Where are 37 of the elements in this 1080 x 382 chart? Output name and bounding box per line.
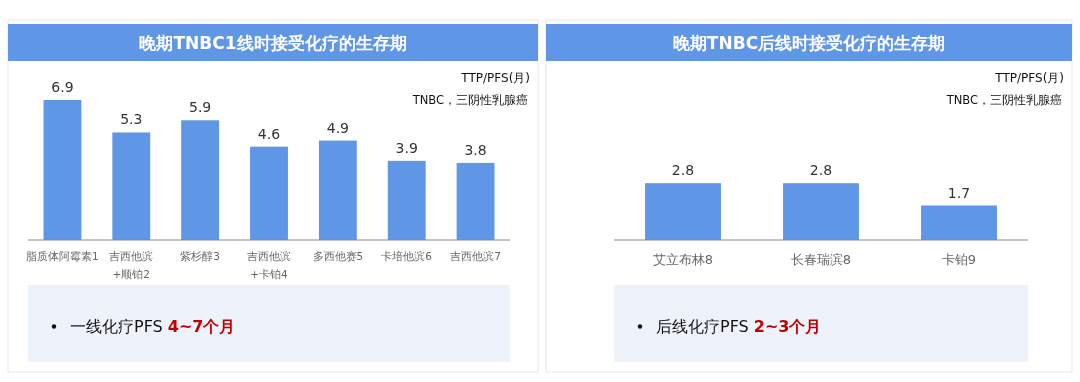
bar bbox=[456, 162, 495, 240]
data-label: 4.6 bbox=[257, 125, 281, 142]
data-label: 2.8 bbox=[809, 162, 833, 179]
text: TNBC，三阴性乳腺癌 bbox=[945, 93, 1062, 107]
data-label: 5.3 bbox=[120, 111, 143, 128]
x-tick-label: 吉西他滨+顺铂2 bbox=[109, 250, 154, 280]
x-tick-label: 艾立布林8 bbox=[652, 252, 714, 267]
data-label: 1.7 bbox=[947, 184, 971, 201]
x-tick-label: 卡培他滨6 bbox=[381, 250, 433, 262]
text: 后线化疗PFS bbox=[656, 317, 754, 336]
bar bbox=[43, 100, 82, 240]
data-label: 6.9 bbox=[51, 79, 74, 95]
bar bbox=[387, 160, 426, 240]
x-tick-label: 多西他赛5 bbox=[312, 250, 364, 262]
annotation: TNBC，三阴性乳腺癌 bbox=[411, 93, 528, 107]
text: 4~7个月 bbox=[167, 317, 236, 336]
text: 2~3个月 bbox=[753, 317, 822, 336]
x-tick-label: 吉西他滨7 bbox=[450, 250, 501, 262]
chart-title: 晚期TNBC后线时接受化疗的生存期 bbox=[672, 33, 946, 53]
y-axis-title: TTP/PFS(月) bbox=[994, 71, 1064, 85]
y-axis-title: TTP/PFS(月) bbox=[460, 71, 530, 85]
x-tick-label: 长春瑞滨8 bbox=[790, 252, 852, 267]
data-label: 2.8 bbox=[671, 162, 695, 179]
x-tick-label: 吉西他滨+卡铂4 bbox=[247, 250, 291, 280]
data-label: 5.9 bbox=[189, 99, 212, 116]
chart-title: 晚期TNBC1线时接受化疗的生存期 bbox=[139, 33, 407, 53]
bar bbox=[318, 140, 357, 240]
x-tick-label: 脂质体阿霉素1 bbox=[26, 250, 99, 262]
bar bbox=[181, 120, 220, 240]
x-tick-label: 卡铂9 bbox=[941, 252, 977, 267]
bar bbox=[250, 146, 288, 240]
text: 一线化疗PFS bbox=[70, 317, 168, 336]
x-tick-label: 紫杉醇3 bbox=[180, 250, 220, 262]
data-label: 4.9 bbox=[326, 119, 349, 136]
data-label: 3.9 bbox=[395, 139, 418, 156]
data-label: 3.8 bbox=[464, 141, 487, 158]
bar bbox=[112, 132, 151, 240]
